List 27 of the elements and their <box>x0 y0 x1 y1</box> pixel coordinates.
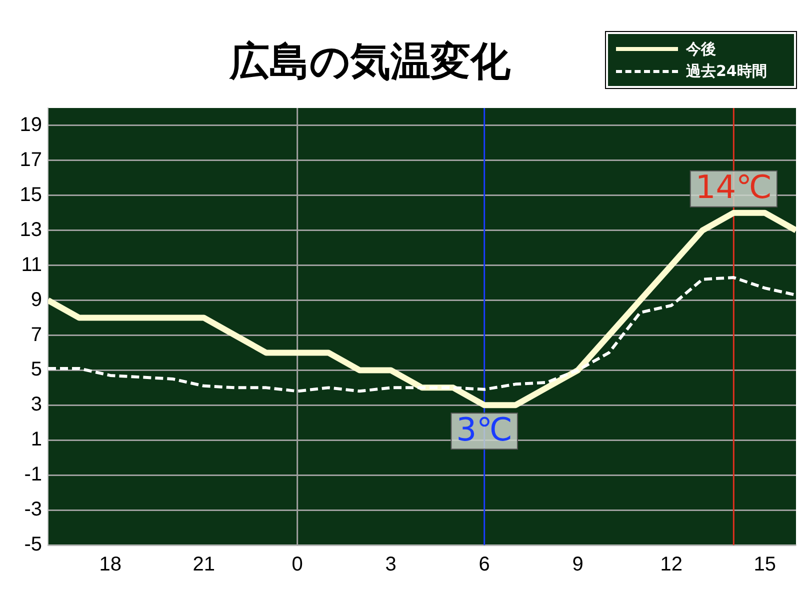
chart-title: 広島の気温変化 <box>228 38 512 87</box>
y-tick-label: -1 <box>24 464 42 486</box>
legend-label: 今後 <box>686 40 716 58</box>
x-tick-label: 9 <box>572 554 584 576</box>
y-tick-label: 5 <box>30 358 42 381</box>
x-tick-label: 6 <box>478 554 490 576</box>
y-tick-label: 9 <box>30 288 42 311</box>
y-tick-label: 15 <box>20 184 42 206</box>
y-tick-label: 13 <box>20 218 42 241</box>
y-tick-label: -3 <box>24 498 42 521</box>
legend-label: 過去24時間 <box>686 62 767 80</box>
x-tick-label: 0 <box>292 554 303 576</box>
y-tick-label: 1 <box>30 428 42 451</box>
y-tick-label: 11 <box>21 254 42 276</box>
x-tick-label: 3 <box>385 554 396 576</box>
annotation: 14℃ <box>695 168 772 206</box>
x-tick-label: 18 <box>99 554 122 576</box>
x-tick-label: 15 <box>754 554 776 576</box>
annotation: 3℃ <box>456 410 512 448</box>
y-tick-label: 17 <box>20 148 42 171</box>
x-tick-label: 12 <box>660 554 682 576</box>
y-tick-label: 19 <box>20 114 42 136</box>
line-series <box>48 276 796 393</box>
y-tick-label: 3 <box>30 394 42 416</box>
y-tick-label: 7 <box>30 324 42 346</box>
x-tick-label: 21 <box>192 554 215 576</box>
y-tick-label: -5 <box>24 534 42 556</box>
